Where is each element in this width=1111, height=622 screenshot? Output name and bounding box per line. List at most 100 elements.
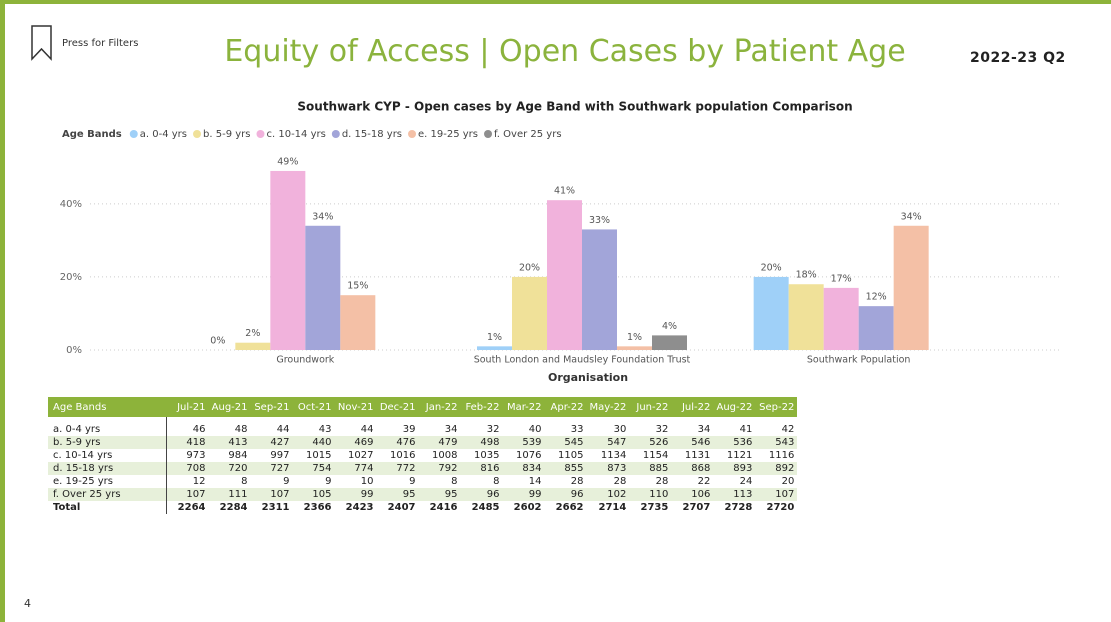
table-cell: 892 [755, 462, 798, 475]
table-cell: 418 [166, 436, 209, 449]
table-cell: 32 [655, 424, 669, 435]
table-cell: 41 [739, 424, 753, 435]
period-label: 2022-23 Q2 [970, 50, 1066, 66]
table-cell: 1134 [600, 450, 627, 461]
table-cell: 440 [292, 436, 335, 449]
table-cell: 984 [228, 450, 248, 461]
table-cell: 46 [192, 424, 206, 435]
table-cell: 774 [334, 462, 377, 475]
table-cell: 33 [570, 424, 584, 435]
table-cell: 107 [755, 488, 798, 501]
bar [512, 276, 547, 350]
table-cell: 2407 [387, 502, 416, 513]
header-cell: Jan-22 [418, 397, 461, 417]
table-cell: 1015 [306, 450, 332, 461]
table-cell: 8 [241, 476, 248, 487]
table-cell: 727 [250, 462, 293, 475]
table-cell: 997 [270, 450, 290, 461]
table-cell: 536 [713, 436, 756, 449]
table-cell: f. Over 25 yrs [48, 488, 167, 501]
table-cell: 2735 [640, 502, 669, 513]
table-cell: 1105 [558, 450, 584, 461]
table-row: f. Over 25 yrs 107 111 107 105 99 95 95 96 99 96 10… [48, 488, 798, 501]
header-cell: Aug-21 [208, 397, 251, 417]
bar [893, 225, 929, 350]
data-label: 1% [627, 332, 642, 343]
bar [617, 346, 652, 350]
data-label: 2% [245, 328, 260, 339]
table-cell: 546 [671, 436, 714, 449]
filter-button[interactable]: Press for Filters [62, 38, 139, 49]
table-cell: 498 [460, 436, 503, 449]
table-cell: 8 [451, 476, 458, 487]
legend-marker [408, 130, 417, 138]
table-row: Total 2264 2284 2311 2366 2423 2407 2416 2485 260… [48, 501, 797, 514]
bookmark-icon[interactable] [30, 24, 54, 62]
bar [547, 200, 582, 350]
top-border [0, 0, 1111, 4]
table-cell: 1016 [390, 450, 416, 461]
table-cell: 1008 [432, 450, 458, 461]
table-cell: 111 [208, 488, 251, 501]
x-axis-label: Organisation [548, 371, 628, 384]
table-cell: 107 [166, 488, 209, 501]
table-cell: 105 [292, 488, 335, 501]
y-tick-label: 0% [66, 345, 82, 356]
table-cell: 792 [418, 462, 461, 475]
chart-title: Southwark CYP - Open cases by Age Band w… [297, 100, 852, 114]
header-cell: Oct-21 [292, 397, 335, 417]
legend-label: c. 10-14 yrs [266, 129, 325, 140]
table-cell: 479 [418, 436, 461, 449]
table-cell: 1154 [642, 450, 669, 461]
table-cell: 48 [234, 424, 248, 435]
page-title: Equity of Access | Open Cases by Patient… [224, 34, 906, 69]
table-cell: 1076 [516, 450, 542, 461]
table-cell: 42 [781, 424, 795, 435]
header-cell: Feb-22 [460, 397, 503, 417]
table-cell: d. 15-18 yrs [48, 462, 167, 475]
table-cell: 107 [250, 488, 293, 501]
table-cell: 8 [493, 476, 500, 487]
bar [235, 342, 271, 350]
bar [652, 335, 687, 350]
data-label: 41% [554, 186, 575, 197]
bar [305, 225, 341, 350]
table-cell: 2311 [261, 502, 290, 513]
bar [788, 284, 824, 350]
table-cell: 1121 [726, 450, 753, 461]
header-cell: Mar-22 [502, 397, 545, 417]
legend-marker [193, 130, 202, 138]
table-cell: 2728 [724, 502, 753, 513]
table-cell: 96 [460, 488, 503, 501]
header-cell: May-22 [586, 397, 630, 417]
table-cell: 95 [418, 488, 461, 501]
table-cell: 43 [318, 424, 332, 435]
data-label: 15% [347, 281, 368, 292]
table-cell: 547 [586, 436, 630, 449]
header-row: Age Bands Jul-21 Aug-21 Sep-21 Oct-21 Nov-21 D… [48, 397, 798, 417]
x-tick-label: South London and Maudsley Foundation Tru… [474, 355, 691, 366]
data-label: 20% [761, 262, 782, 273]
table-cell: 40 [528, 424, 542, 435]
table-cell: 476 [376, 436, 419, 449]
table-cell: 2720 [766, 502, 795, 513]
data-label: 33% [589, 215, 610, 226]
data-label: 12% [866, 292, 887, 303]
data-label: 49% [277, 156, 298, 167]
table-cell: 526 [629, 436, 672, 449]
legend-marker [256, 130, 265, 138]
bar [753, 276, 789, 350]
table-cell: 834 [502, 462, 545, 475]
table-cell: 720 [208, 462, 251, 475]
table-cell: 2602 [513, 502, 542, 513]
table-cell: 44 [276, 424, 290, 435]
table-cell: 2485 [471, 502, 500, 513]
bar [340, 295, 376, 350]
table-cell: 44 [360, 424, 374, 435]
table-cell: e. 19-25 yrs [48, 475, 167, 488]
table-cell: 28 [655, 476, 669, 487]
table-cell: 1027 [348, 450, 374, 461]
table-cell: a. 0-4 yrs [48, 417, 167, 436]
table-cell: 28 [570, 476, 584, 487]
